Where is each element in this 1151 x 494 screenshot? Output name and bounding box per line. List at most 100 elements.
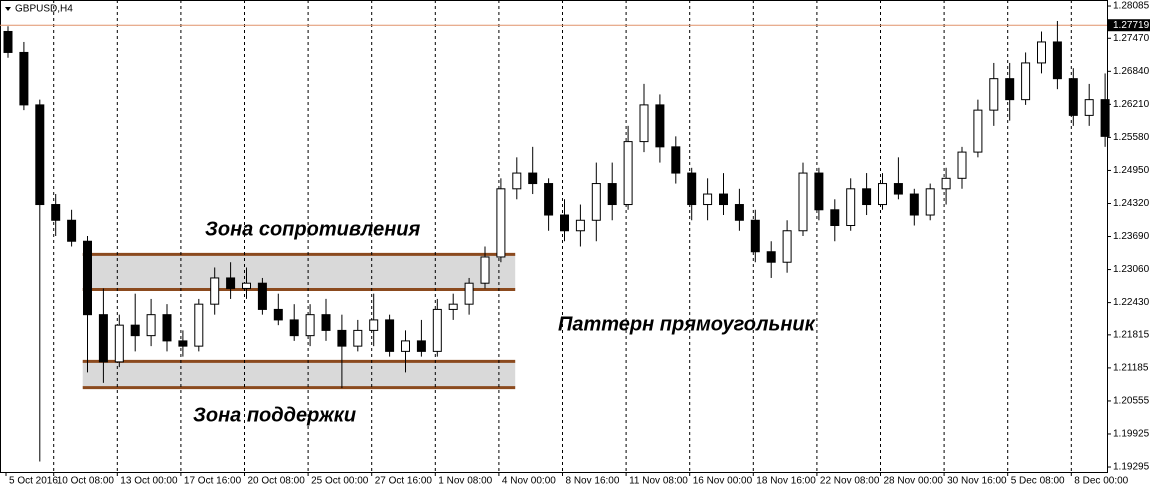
candle-body [989,78,999,111]
candle-body [750,219,760,253]
candle-body [194,303,204,347]
candle-body [719,193,728,206]
y-tick-label: 1.27470 [1113,33,1150,44]
candle-body [1005,78,1015,101]
candle-body [416,340,426,352]
candle-body [560,214,569,232]
candle-body [51,204,61,221]
x-tick-label: 13 Oct 00:00 [120,476,178,487]
candle-body [925,188,935,216]
candle-body [35,104,45,206]
last-price-box [1108,19,1150,32]
candle-body [623,141,633,206]
chart-title: GBPUSD,H4 [15,4,73,15]
candle-body [734,204,744,221]
y-tick-label: 1.28085 [1113,1,1150,12]
candle-body [639,104,649,143]
candle-body [146,314,156,337]
candle-body [178,340,188,347]
candle-body [766,251,776,263]
y-tick-label: 1.19925 [1113,429,1150,440]
x-tick-label: 18 Nov 16:00 [756,476,816,487]
x-tick-label: 5 Dec 08:00 [1011,476,1065,487]
candle-body [607,183,617,206]
candle-body [544,183,554,216]
y-tick-label: 1.19295 [1113,462,1150,473]
candle-body [814,172,824,211]
x-tick-label: 10 Oct 08:00 [57,476,115,487]
y-tick-label: 1.23060 [1113,264,1150,275]
candle-body [432,308,442,352]
x-tick-label: 8 Nov 16:00 [566,476,620,487]
x-tick-label: 5 Oct 2016 [9,476,58,487]
candle-body [703,193,713,206]
candle-body [305,314,315,337]
candle-body [257,282,267,310]
candle-body [1052,41,1062,80]
candle-body [83,240,92,316]
x-tick-label: 22 Nov 08:00 [820,476,880,487]
candle-body [909,193,919,216]
y-tick-label: 1.21185 [1113,363,1149,374]
candle-body [67,219,77,242]
candle-body [114,324,124,363]
annotation: Зона сопротивления [205,218,420,240]
candle-body [957,151,967,179]
candle-body [385,319,395,352]
candle-body [496,188,506,258]
candle-body [893,183,903,195]
candle-body [464,282,474,305]
candle-body [830,209,840,227]
candle-body [210,277,220,305]
candle-body [941,177,951,190]
x-tick-label: 16 Nov 00:00 [693,476,753,487]
candle-body [480,256,490,284]
zone-band [82,254,516,290]
zone-band [82,361,516,388]
candle-body [1021,62,1031,101]
candle-body [353,329,363,347]
candle-body [1084,99,1094,116]
annotation: Паттерн прямоугольник [558,313,816,335]
x-tick-label: 28 Nov 00:00 [884,476,944,487]
x-tick-label: 27 Oct 16:00 [375,476,433,487]
y-tick-label: 1.24320 [1113,198,1150,209]
x-tick-label: 25 Oct 00:00 [311,476,369,487]
candle-body [591,183,601,221]
candle-body [846,188,856,227]
candle-body [798,172,808,232]
x-tick-label: 30 Nov 16:00 [947,476,1007,487]
candle-body [512,172,522,190]
candle-body [242,282,251,289]
candle-body [448,303,458,310]
y-tick-label: 1.25580 [1113,132,1150,143]
candle-body [19,51,29,106]
candle-body [162,314,172,342]
candle-body [687,172,697,206]
candle-body [3,30,13,53]
y-tick-label: 1.23690 [1113,231,1150,242]
x-tick-label: 1 Nov 08:00 [438,476,492,487]
y-tick-label: 1.20555 [1113,396,1150,407]
y-tick-label: 1.26840 [1113,66,1150,77]
candle-body [98,314,108,363]
candle-body [528,172,538,185]
x-tick-label: 11 Nov 08:00 [629,476,688,487]
menu-arrow[interactable] [5,7,11,11]
candle-body [862,188,872,206]
x-tick-label: 17 Oct 16:00 [184,476,242,487]
candle-body [130,324,140,337]
candle-body [1100,99,1110,137]
candle-body [321,314,331,331]
y-tick-label: 1.24950 [1113,165,1150,176]
candle-body [575,219,585,232]
x-tick-label: 8 Dec 00:00 [1074,476,1128,487]
annotation: Зона поддержки [193,404,356,426]
candle-body [289,319,299,337]
candle-body [671,146,681,174]
candle-body [401,340,410,352]
candle-body [1037,41,1046,64]
candle-body [655,104,665,148]
last-price-label: 1.27719 [1113,20,1150,31]
